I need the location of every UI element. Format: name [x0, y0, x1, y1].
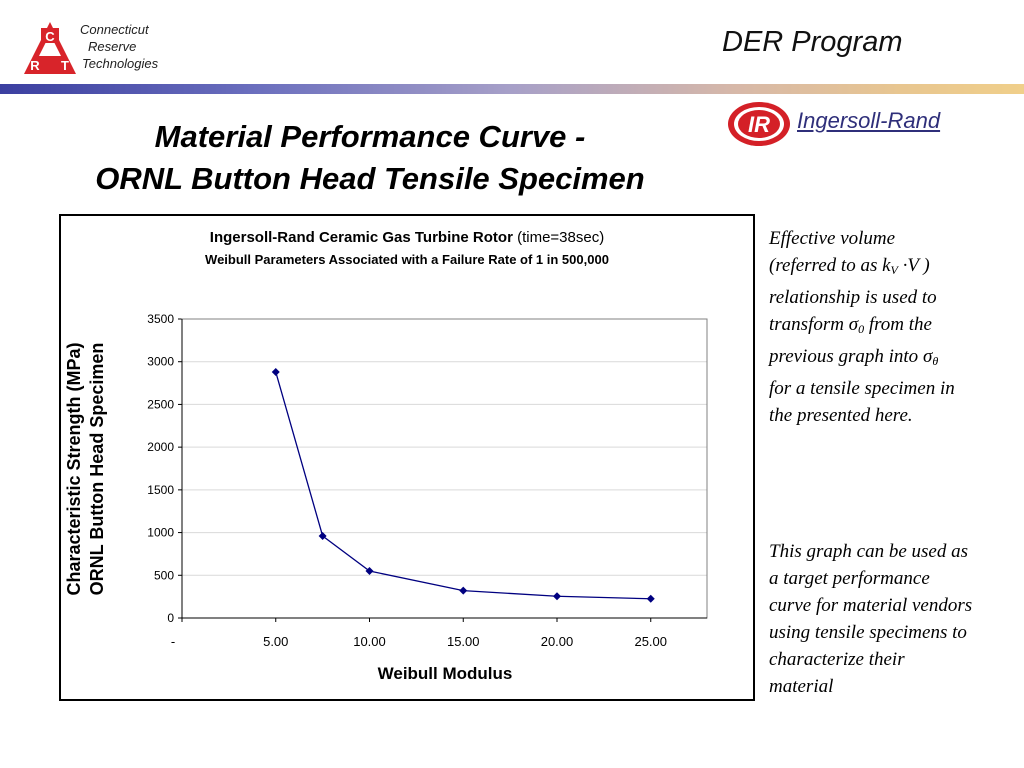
y-tick-label: 1000 — [147, 526, 174, 540]
x-tick-label: 20.00 — [541, 634, 574, 649]
note2-line-1: This graph can be used as — [769, 541, 968, 562]
ingersoll-rand-logo: IR — [728, 102, 790, 146]
x-tick-label: 5.00 — [263, 634, 288, 649]
crt-logo-letter-r: R — [30, 58, 40, 73]
slide-title-line-2: ORNL Button Head Tensile Specimen — [95, 161, 645, 196]
x-axis-label: Weibull Modulus — [378, 664, 513, 683]
chart-title-time: (time=38sec) — [513, 229, 604, 246]
y-tick-label: 2500 — [147, 397, 174, 411]
note1-line-4: transform σ0 from the — [769, 314, 932, 336]
y-tick-label: 0 — [167, 611, 174, 625]
x-tick-label: 10.00 — [353, 634, 386, 649]
header-divider-bar — [0, 84, 1024, 94]
note1-line-1: Effective volume — [769, 228, 896, 249]
plot-background — [182, 319, 707, 618]
chart-frame: Ingersoll-Rand Ceramic Gas Turbine Rotor… — [59, 214, 755, 701]
note2-line-3: curve for material vendors — [769, 595, 973, 616]
program-title: DER Program — [722, 26, 903, 58]
crt-logo-letter-t: T — [61, 58, 69, 73]
note-target-curve: This graph can be used as a target perfo… — [769, 538, 1019, 700]
y-tick-label: 2000 — [147, 440, 174, 454]
y-tick-label: 3500 — [147, 312, 174, 326]
crt-logo-line-2: Reserve — [88, 39, 137, 54]
chart-title: Ingersoll-Rand Ceramic Gas Turbine Rotor… — [210, 229, 604, 246]
partner-name: Ingersoll-Rand — [797, 108, 941, 133]
note1-line-7: the presented here. — [769, 405, 913, 426]
y-tick-label: 1500 — [147, 483, 174, 497]
note1-line-2: (referred to as kV ·V ) — [769, 255, 930, 277]
chart-subtitle: Weibull Parameters Associated with a Fai… — [205, 252, 609, 267]
y-axis-label-line-1: Characteristic Strength (MPa) — [64, 342, 84, 595]
note2-line-5: characterize their — [769, 649, 905, 670]
data-point — [553, 592, 561, 601]
y-axis-label-line-2: ORNL Button Head Specimen — [87, 343, 107, 596]
y-tick-label: 3000 — [147, 355, 174, 369]
note1-line-6: for a tensile specimen in — [769, 378, 955, 399]
ir-logo-text: IR — [748, 112, 770, 137]
note1-line-5: previous graph into σθ — [769, 346, 939, 368]
crt-logo: C R T — [24, 22, 76, 74]
y-tick-label: 500 — [154, 568, 174, 582]
data-point — [318, 531, 327, 540]
x-tick-label: 15.00 — [447, 634, 480, 649]
crt-logo-letter-c: C — [45, 29, 55, 44]
series-line — [275, 371, 651, 600]
x-tick-label: - — [171, 634, 175, 649]
data-point — [365, 567, 374, 576]
note2-line-6: material — [769, 676, 834, 697]
note2-line-4: using tensile specimens to — [769, 622, 967, 643]
data-point — [646, 594, 655, 603]
note-effective-volume: Effective volume (referred to as kV ·V )… — [769, 225, 1019, 429]
note2-line-2: a target performance — [769, 568, 930, 589]
crt-logo-line-1: Connecticut — [80, 22, 149, 37]
x-tick-label: 25.00 — [634, 634, 667, 649]
data-point — [459, 586, 468, 595]
plot-area: 0 500 1000 1500 2000 2500 3000 3500 - 5.00 10.00 15… — [147, 312, 708, 649]
slide-title-line-1: Material Performance Curve - — [154, 119, 586, 154]
note1-line-3: relationship is used to — [769, 287, 937, 308]
chart-title-bold: Ingersoll-Rand Ceramic Gas Turbine Rotor — [210, 229, 513, 246]
crt-logo-line-3: Technologies — [82, 56, 159, 71]
data-point — [271, 367, 280, 376]
chart: Ingersoll-Rand Ceramic Gas Turbine Rotor… — [64, 229, 708, 683]
